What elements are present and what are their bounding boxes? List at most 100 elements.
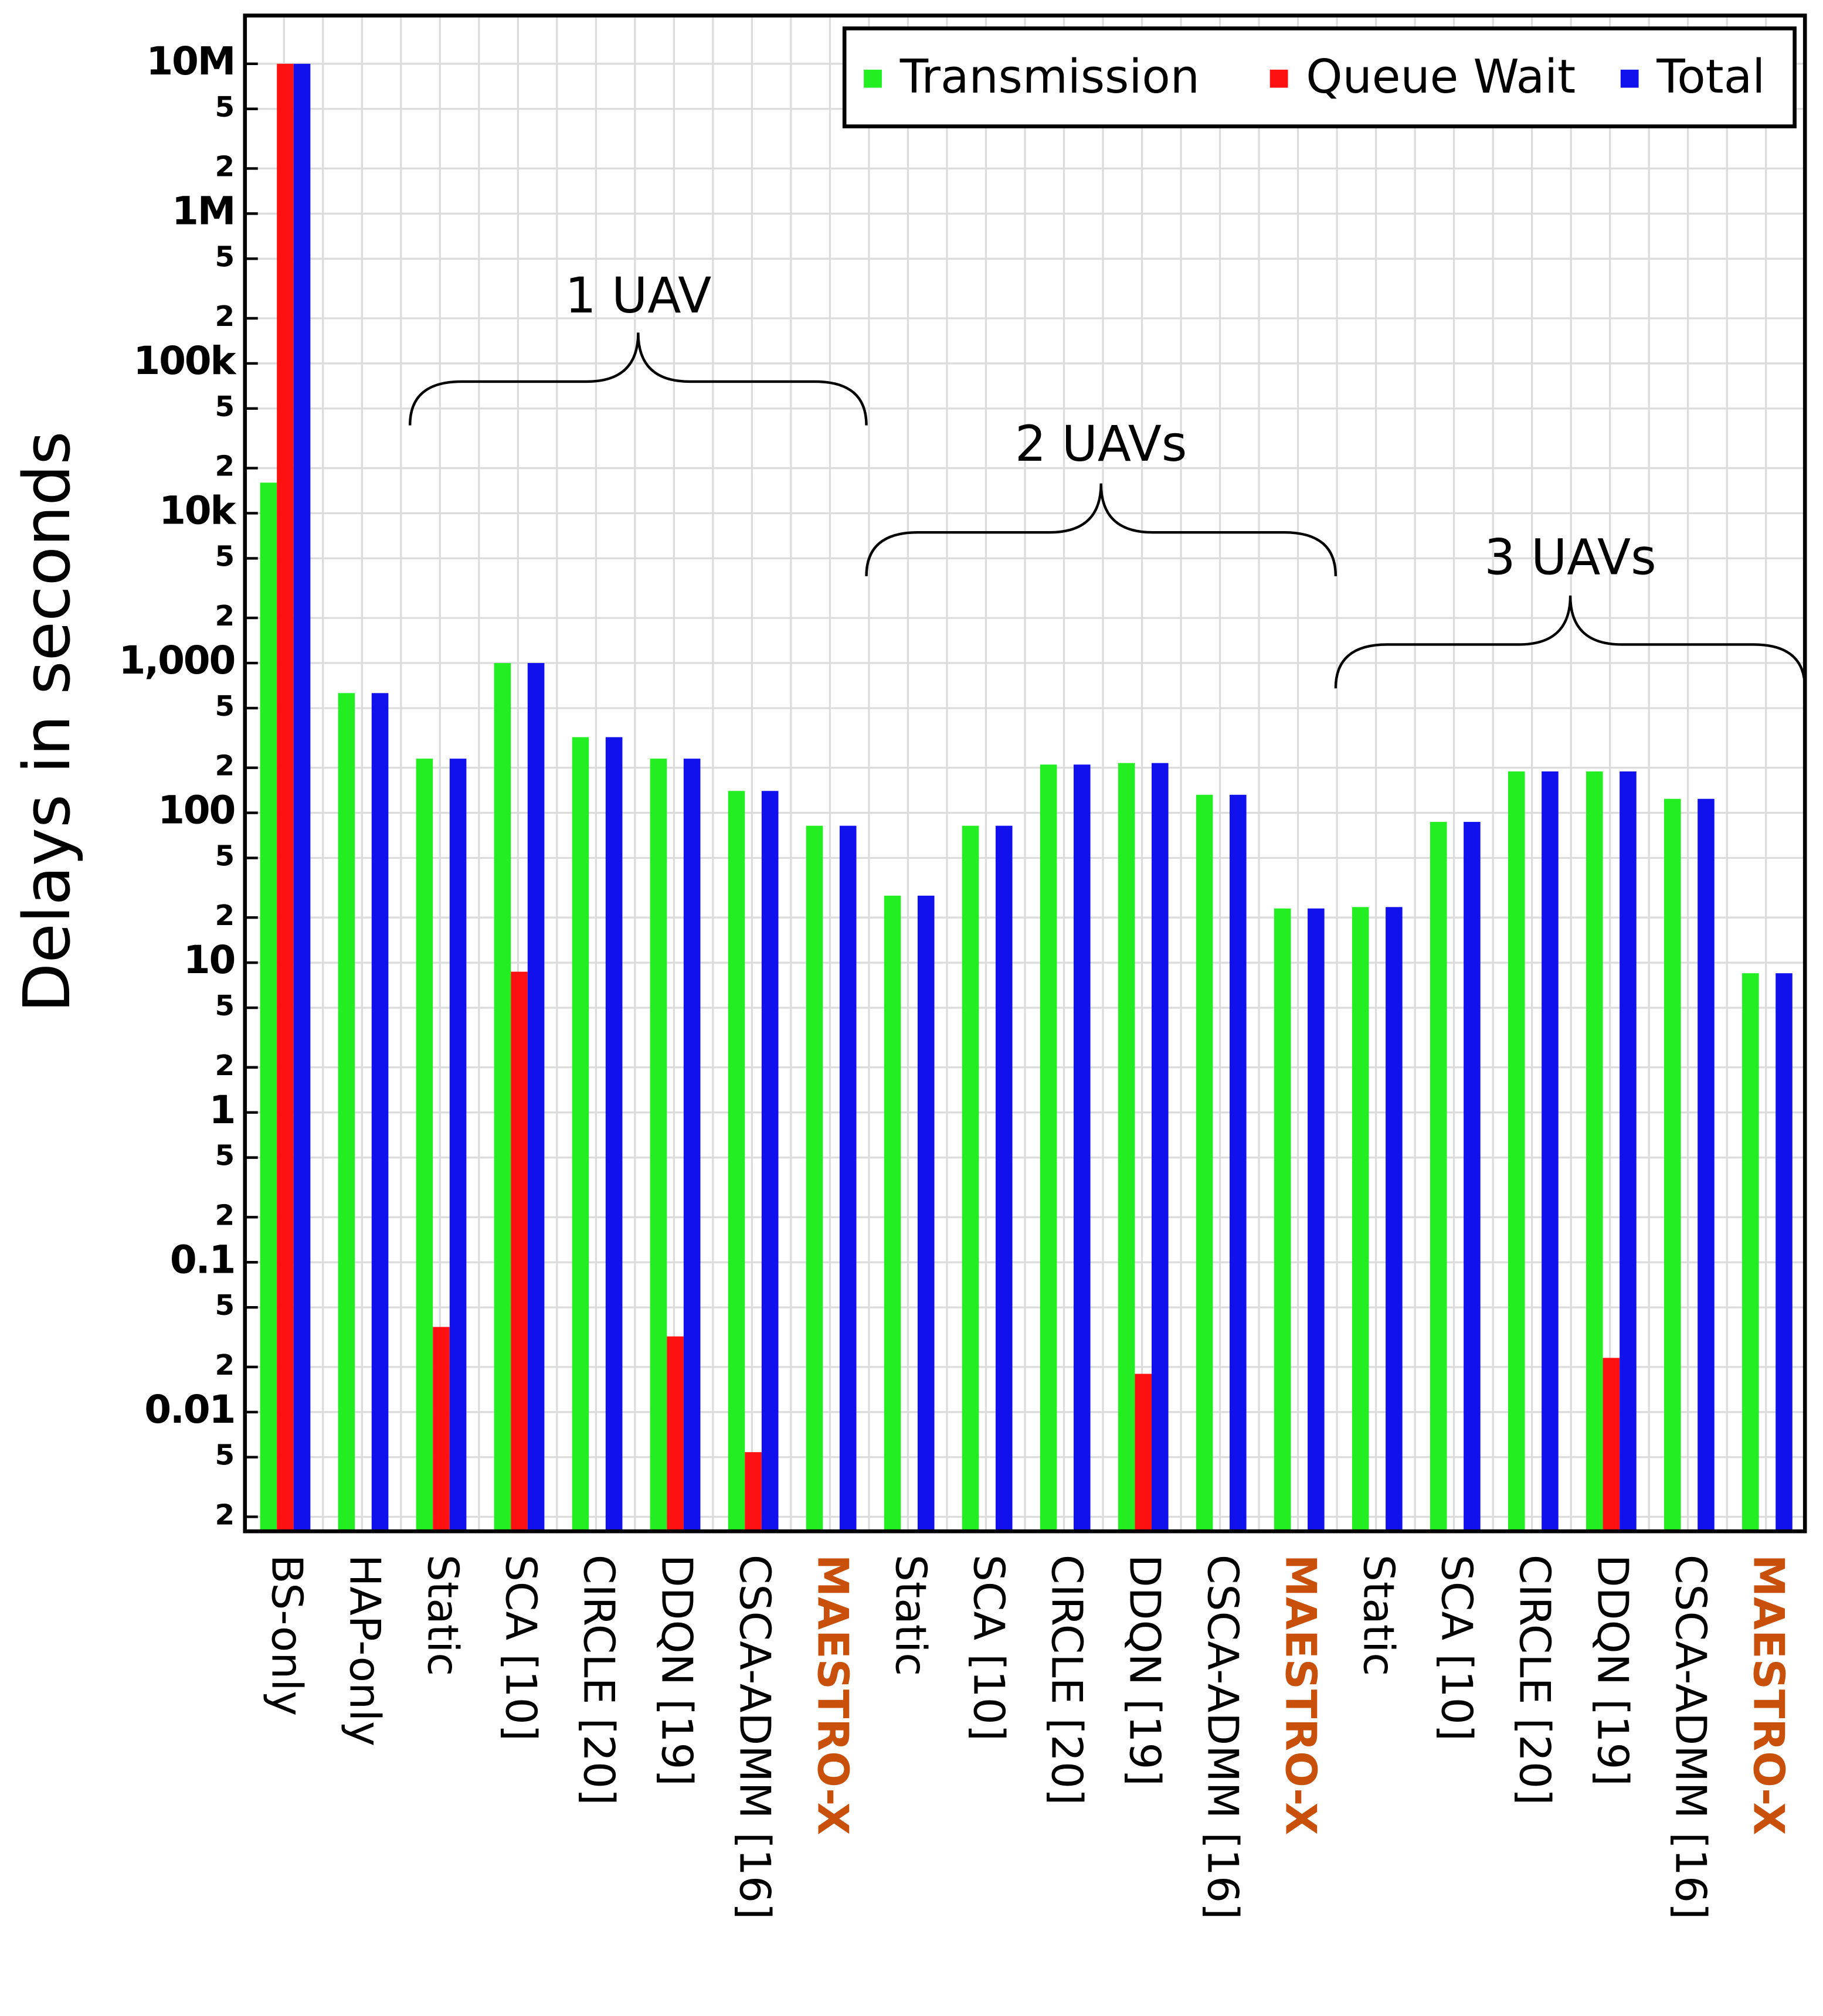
x-tick-label: MAESTRO-X [807,1555,857,1835]
bar [1430,822,1447,1532]
x-tick-label: CSCA-ADMM [16] [1198,1555,1247,1920]
bar [1542,771,1559,1532]
x-tick-label: HAP-only [340,1555,389,1746]
x-tick-label: MAESTRO-X [1276,1555,1325,1835]
bar [1308,908,1325,1532]
bar [1742,973,1759,1532]
y-tick-label: 5 [215,240,235,273]
bar [683,759,701,1532]
bar [1135,1374,1152,1532]
x-tick-label: SCA [10] [495,1555,545,1741]
bar [1664,798,1681,1532]
y-tick-label: 2 [215,1049,235,1082]
y-tick-label: 5 [215,91,235,124]
y-tick-label: 5 [215,1140,235,1172]
bar [527,663,545,1532]
legend-swatch [1269,69,1288,88]
y-tick-label: 10k [159,488,237,533]
bar [1152,763,1169,1532]
x-tick-label: SCA [10] [1432,1555,1481,1741]
bar [1352,907,1369,1532]
brace [1334,595,1807,689]
bar [277,63,294,1532]
x-tick-label: Static [1354,1555,1403,1676]
bar [1230,794,1247,1532]
y-tick-label: 100 [158,788,235,833]
y-tick-label: 2 [215,1498,235,1531]
legend-swatch [864,69,882,88]
bar [572,737,589,1532]
bar [728,791,745,1532]
x-tick-label: SCA [10] [963,1555,1013,1741]
y-tick-label: 2 [215,600,235,633]
bar [605,737,623,1532]
bar [962,825,979,1532]
bar [511,971,528,1532]
y-tick-label: 2 [215,150,235,183]
x-tick-label: Static [885,1555,935,1676]
bar [1073,764,1091,1532]
y-tick-label: 0.1 [170,1237,235,1282]
x-tick-label: Static [417,1555,467,1676]
bar [449,759,467,1532]
brace [408,332,868,426]
y-tick-label: 2 [215,1199,235,1232]
plot-frame [243,13,1807,1534]
y-tick-label: 1 [209,1087,235,1133]
x-tick-label: CIRCLE [20] [573,1555,623,1806]
bar [260,482,277,1532]
bar [745,1452,762,1532]
bar [1508,771,1525,1532]
bar [667,1336,684,1532]
y-tick-label: 1,000 [119,638,235,683]
bar [1274,908,1291,1532]
x-tick-label: CIRCLE [20] [1510,1555,1559,1806]
bar [1464,822,1481,1532]
bar [917,895,935,1532]
x-tick-label: CSCA-ADMM [16] [729,1555,779,1920]
legend-label: Total [1656,50,1765,104]
y-tick-label: 5 [215,990,235,1022]
bar [1386,907,1403,1532]
bar [433,1327,450,1532]
annotation: 3 UAVs [1484,528,1656,586]
annotation: 2 UAVs [1015,415,1187,472]
bar [806,825,823,1532]
y-tick-label: 0.01 [144,1387,235,1432]
y-tick-label: 1M [172,188,235,233]
bar [293,63,311,1532]
y-tick-label: 10M [146,39,235,84]
y-tick-label: 100k [133,338,237,383]
bar [371,693,389,1532]
bar [1620,771,1637,1532]
bar [416,759,433,1532]
bar [1698,798,1715,1532]
bar [1040,764,1057,1532]
x-tick-label: DDQN [19] [1119,1555,1169,1786]
y-tick-label: 10 [184,937,235,982]
x-tick-label: DDQN [19] [1588,1555,1637,1786]
y-tick-label: 5 [215,690,235,723]
annotation: 1 UAV [565,267,711,324]
x-tick-label: BS-only [262,1555,311,1716]
bar [494,663,511,1532]
bar [338,693,355,1532]
bar [1118,763,1135,1532]
x-tick-label: MAESTRO-X [1744,1555,1793,1835]
bar [1603,1358,1620,1532]
y-tick-label: 2 [215,300,235,333]
x-tick-label: CIRCLE [20] [1041,1555,1091,1806]
brace [865,483,1337,576]
bar [1196,794,1213,1532]
y-tick-label: 2 [215,750,235,783]
bar [761,791,779,1532]
y-tick-label: 5 [215,390,235,423]
y-tick-label: 5 [215,1289,235,1322]
y-tick-label: 2 [215,899,235,932]
x-tick-label: CSCA-ADMM [16] [1666,1555,1715,1920]
legend-label: Queue Wait [1306,50,1576,104]
bar [1776,973,1793,1532]
bar [1586,771,1603,1532]
